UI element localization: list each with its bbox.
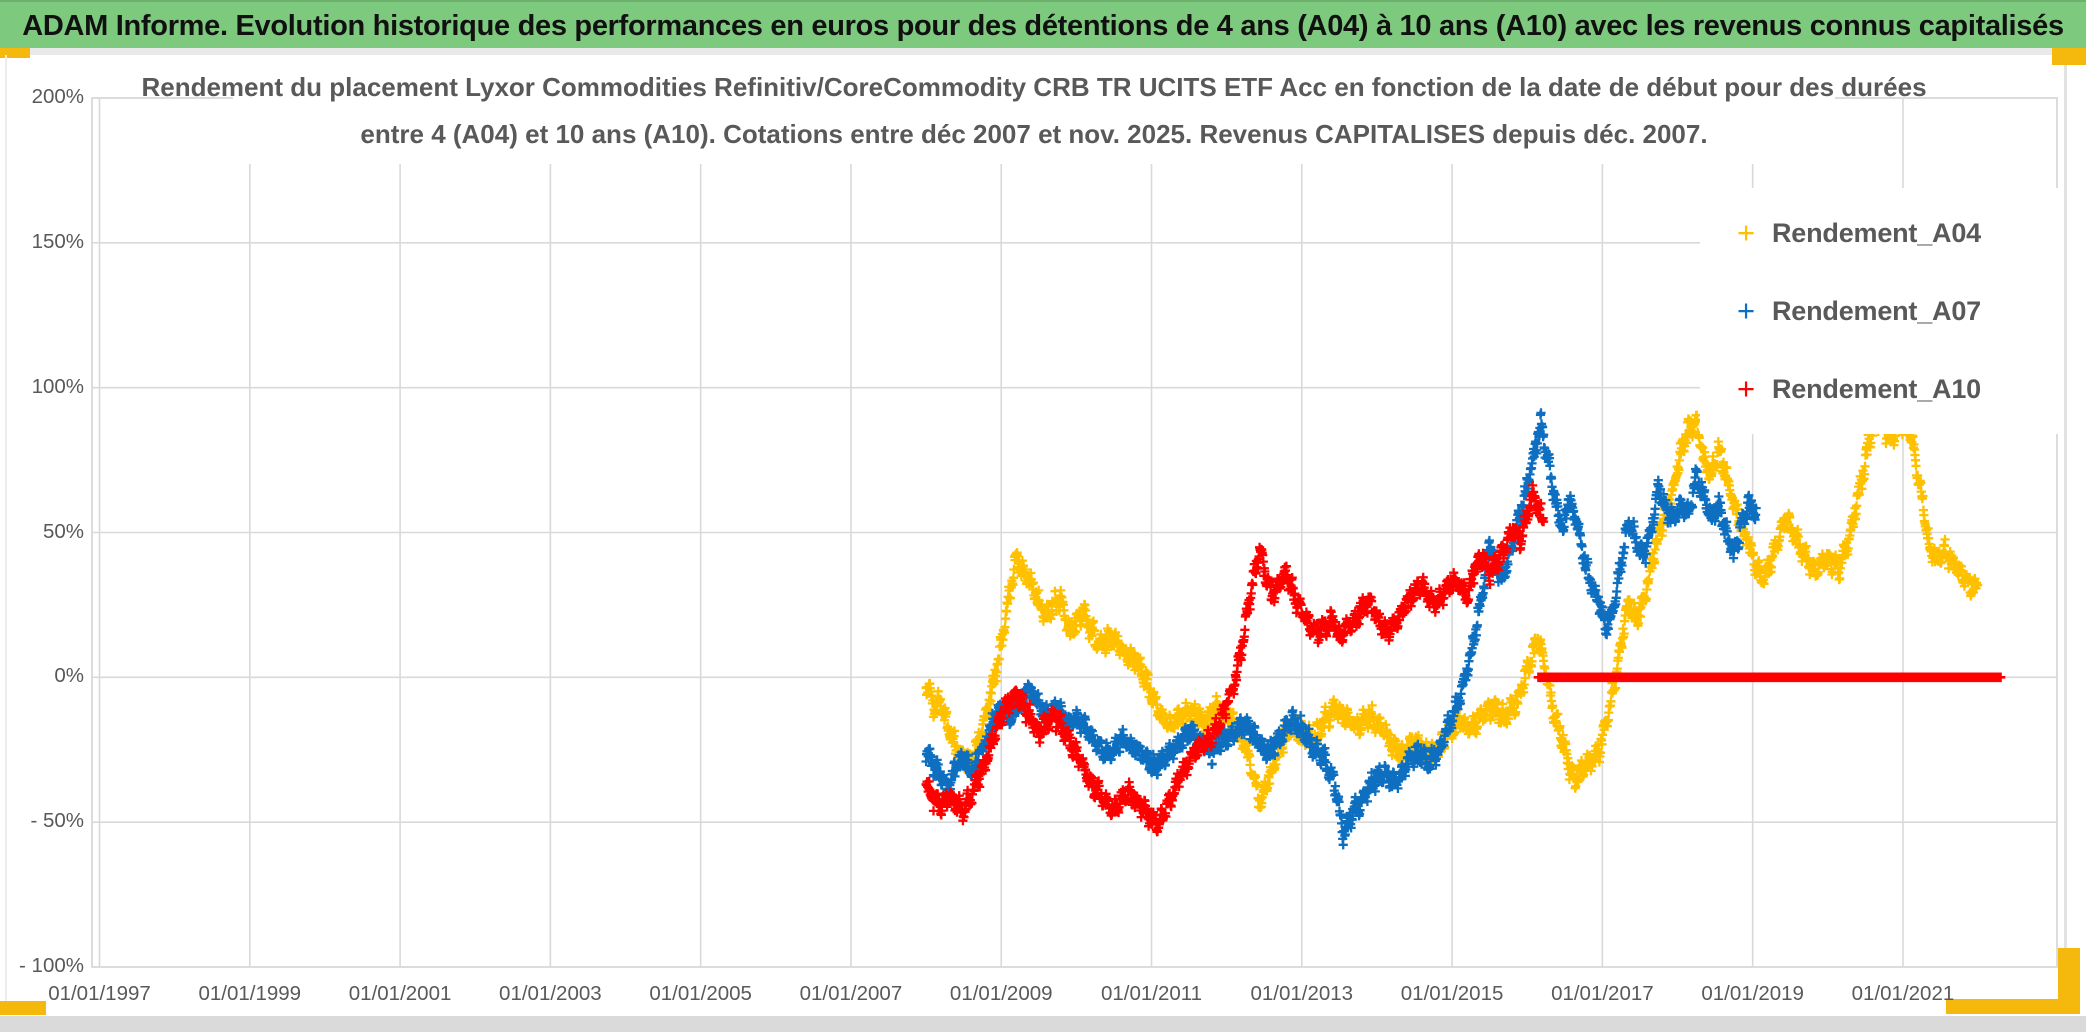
y-tick-label: - 100% xyxy=(19,954,84,977)
page-title: ADAM Informe. Evolution historique des p… xyxy=(22,9,2064,42)
frame-bottom-border xyxy=(0,1016,2086,1032)
y-tick-label: 50% xyxy=(42,519,84,543)
frame-top-border xyxy=(0,48,2086,55)
y-tick-label: 0% xyxy=(54,664,84,688)
x-tick-label: 01/01/2005 xyxy=(649,982,752,1005)
x-tick-label: 01/01/2001 xyxy=(348,982,452,1005)
y-tick-label: - 50% xyxy=(30,809,84,833)
x-tick-label: 01/01/1997 xyxy=(48,982,151,1005)
x-tick-label: 01/01/2021 xyxy=(1851,982,1955,1005)
x-tick-label: 01/01/2017 xyxy=(1551,982,1654,1005)
chart-legend: + Rendement_A04 + Rendement_A07 + Rendem… xyxy=(1700,188,2058,434)
frame-bottom-left-accent xyxy=(0,1001,46,1015)
plus-marker-icon: + xyxy=(1736,371,1756,406)
legend-label: Rendement_A07 xyxy=(1772,295,1981,326)
x-tick-label: 01/01/2019 xyxy=(1701,982,1804,1005)
frame-bottom-right-accent-h xyxy=(1946,999,2080,1014)
series-Rendement_A07 xyxy=(921,408,1761,850)
header-banner: ADAM Informe. Evolution historique des p… xyxy=(0,0,2086,50)
x-tick-label: 01/01/2015 xyxy=(1400,982,1504,1005)
plus-marker-icon: + xyxy=(1736,293,1756,328)
legend-label: Rendement_A04 xyxy=(1772,217,1981,248)
x-tick-label: 01/01/2009 xyxy=(949,982,1053,1005)
legend-item-a10[interactable]: + Rendement_A10 xyxy=(1700,371,2058,406)
y-tick-label: 100% xyxy=(31,374,84,398)
legend-item-a04[interactable]: + Rendement_A04 xyxy=(1700,215,2058,250)
series-Rendement_A10 xyxy=(921,480,1549,837)
frame-bottom-right-accent-v xyxy=(2058,948,2080,1014)
chart-title: Rendement du placement Lyxor Commodities… xyxy=(141,58,1927,164)
chart-title-line1: Rendement du placement Lyxor Commodities… xyxy=(141,72,1927,102)
frame-top-right-accent xyxy=(2052,48,2086,65)
chart-title-line2: entre 4 (A04) et 10 ans (A10). Cotations… xyxy=(360,119,1708,149)
legend-label: Rendement_A10 xyxy=(1772,373,1981,404)
x-tick-label: 01/01/2007 xyxy=(799,982,903,1005)
y-tick-label: 200% xyxy=(31,85,84,108)
plus-marker-icon: + xyxy=(1736,215,1756,250)
frame-left-border xyxy=(5,55,7,1015)
series-Rendement_A04 xyxy=(921,407,1983,813)
x-tick-label: 01/01/1999 xyxy=(198,982,302,1005)
series-Rendement_A10-flat xyxy=(1533,672,2006,683)
x-tick-label: 01/01/2003 xyxy=(499,982,602,1005)
y-tick-label: 150% xyxy=(31,229,84,253)
legend-item-a07[interactable]: + Rendement_A07 xyxy=(1700,293,2058,328)
x-tick-label: 01/01/2013 xyxy=(1250,982,1354,1005)
frame-right-border xyxy=(2064,65,2067,965)
frame-top-left-accent xyxy=(0,48,30,58)
x-tick-label: 01/01/2011 xyxy=(1100,982,1203,1005)
